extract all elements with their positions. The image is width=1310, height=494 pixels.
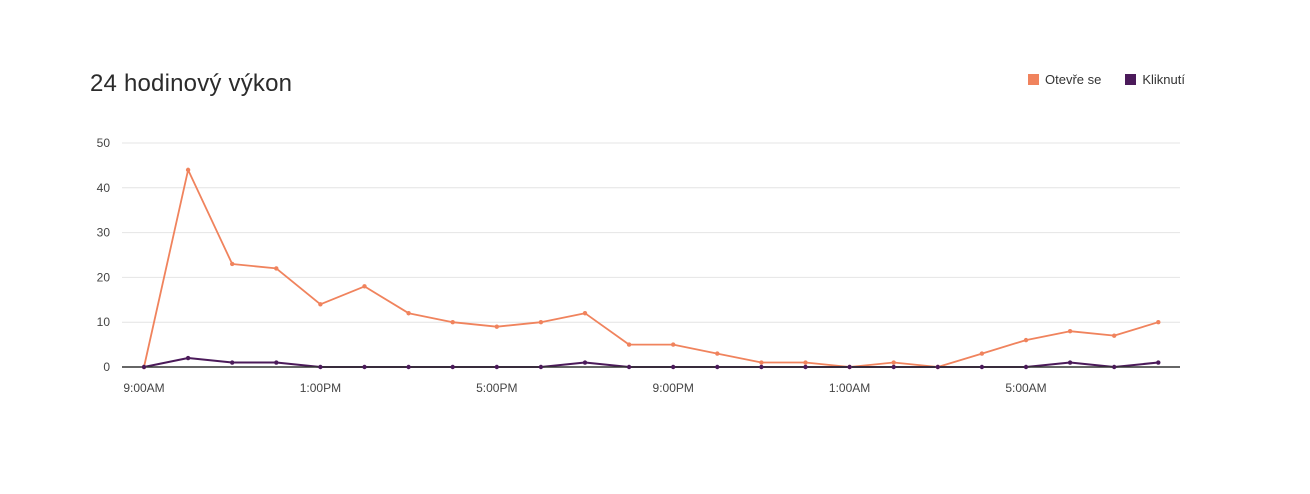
data-point-s1-22 [1112,364,1117,370]
y-tick-label-40: 40 [97,181,111,195]
x-tick-label-5: 5:00AM [1005,381,1046,395]
data-point-s1-9 [538,364,544,370]
data-point-s0-4 [318,302,323,307]
data-point-s1-12 [671,364,676,370]
data-point-s1-23 [1156,360,1161,365]
x-tick-label-1: 1:00PM [300,381,341,395]
data-point-s0-5 [362,284,367,289]
data-point-s1-8 [494,364,499,370]
data-point-s1-18 [935,364,940,370]
chart-title: 24 hodinový výkon [90,70,293,97]
legend-item-opens[interactable]: Otevře se [1028,72,1101,87]
data-point-s0-15 [803,360,808,365]
data-point-s1-10 [582,360,588,365]
data-point-s0-13 [715,351,720,356]
data-point-s1-5 [362,364,367,370]
legend-swatch-clicks [1125,74,1137,85]
data-point-s1-2 [230,360,235,365]
data-point-s1-3 [274,360,279,365]
series-line-0 [143,168,1159,368]
data-point-s0-19 [979,351,985,356]
y-tick-label-30: 30 [97,226,111,240]
data-point-s1-7 [450,364,455,370]
data-point-s0-12 [671,342,676,347]
data-point-s1-15 [803,364,808,370]
data-point-s0-8 [494,324,499,329]
y-tick-label-0: 0 [103,360,110,374]
x-tick-label-2: 5:00PM [476,381,517,395]
data-point-s0-17 [891,360,896,365]
x-tick-label-4: 1:00AM [829,381,870,395]
legend: Otevře se Kliknutí [1028,72,1185,87]
data-point-s0-20 [1023,337,1029,343]
data-point-s0-6 [406,311,411,316]
legend-swatch-opens [1028,74,1039,85]
data-point-s1-17 [891,364,896,370]
y-tick-label-20: 20 [97,270,111,284]
x-tick-label-0: 9:00AM [123,381,164,395]
data-point-s1-19 [979,364,985,370]
legend-item-clicks[interactable]: Kliknutí [1125,72,1185,87]
data-point-s0-3 [274,266,279,271]
data-point-s0-22 [1112,333,1117,338]
data-point-s1-11 [626,364,632,370]
data-point-s0-11 [626,342,632,347]
data-point-s1-14 [759,364,764,370]
data-point-s0-7 [450,320,455,325]
data-point-s0-21 [1067,328,1073,334]
data-point-s1-13 [715,364,720,370]
data-point-s1-0 [141,364,147,370]
data-point-s1-6 [406,364,411,370]
data-point-s0-1 [185,167,191,173]
data-point-s1-20 [1023,364,1029,370]
data-point-s0-23 [1156,320,1161,325]
data-point-s0-9 [538,320,544,325]
data-point-s0-14 [759,360,764,365]
series-line-1 [143,357,1159,368]
y-tick-label-50: 50 [97,136,111,150]
legend-label-opens: Otevře se [1045,72,1102,87]
legend-label-clicks: Kliknutí [1142,72,1185,87]
data-point-s1-16 [847,364,852,370]
x-tick-label-3: 9:00PM [653,381,694,395]
data-point-s1-1 [185,355,191,361]
data-point-s0-2 [230,261,235,267]
data-point-s1-4 [318,364,323,370]
y-tick-label-10: 10 [97,315,111,329]
data-point-s0-10 [582,311,588,316]
data-point-s1-21 [1067,360,1073,365]
